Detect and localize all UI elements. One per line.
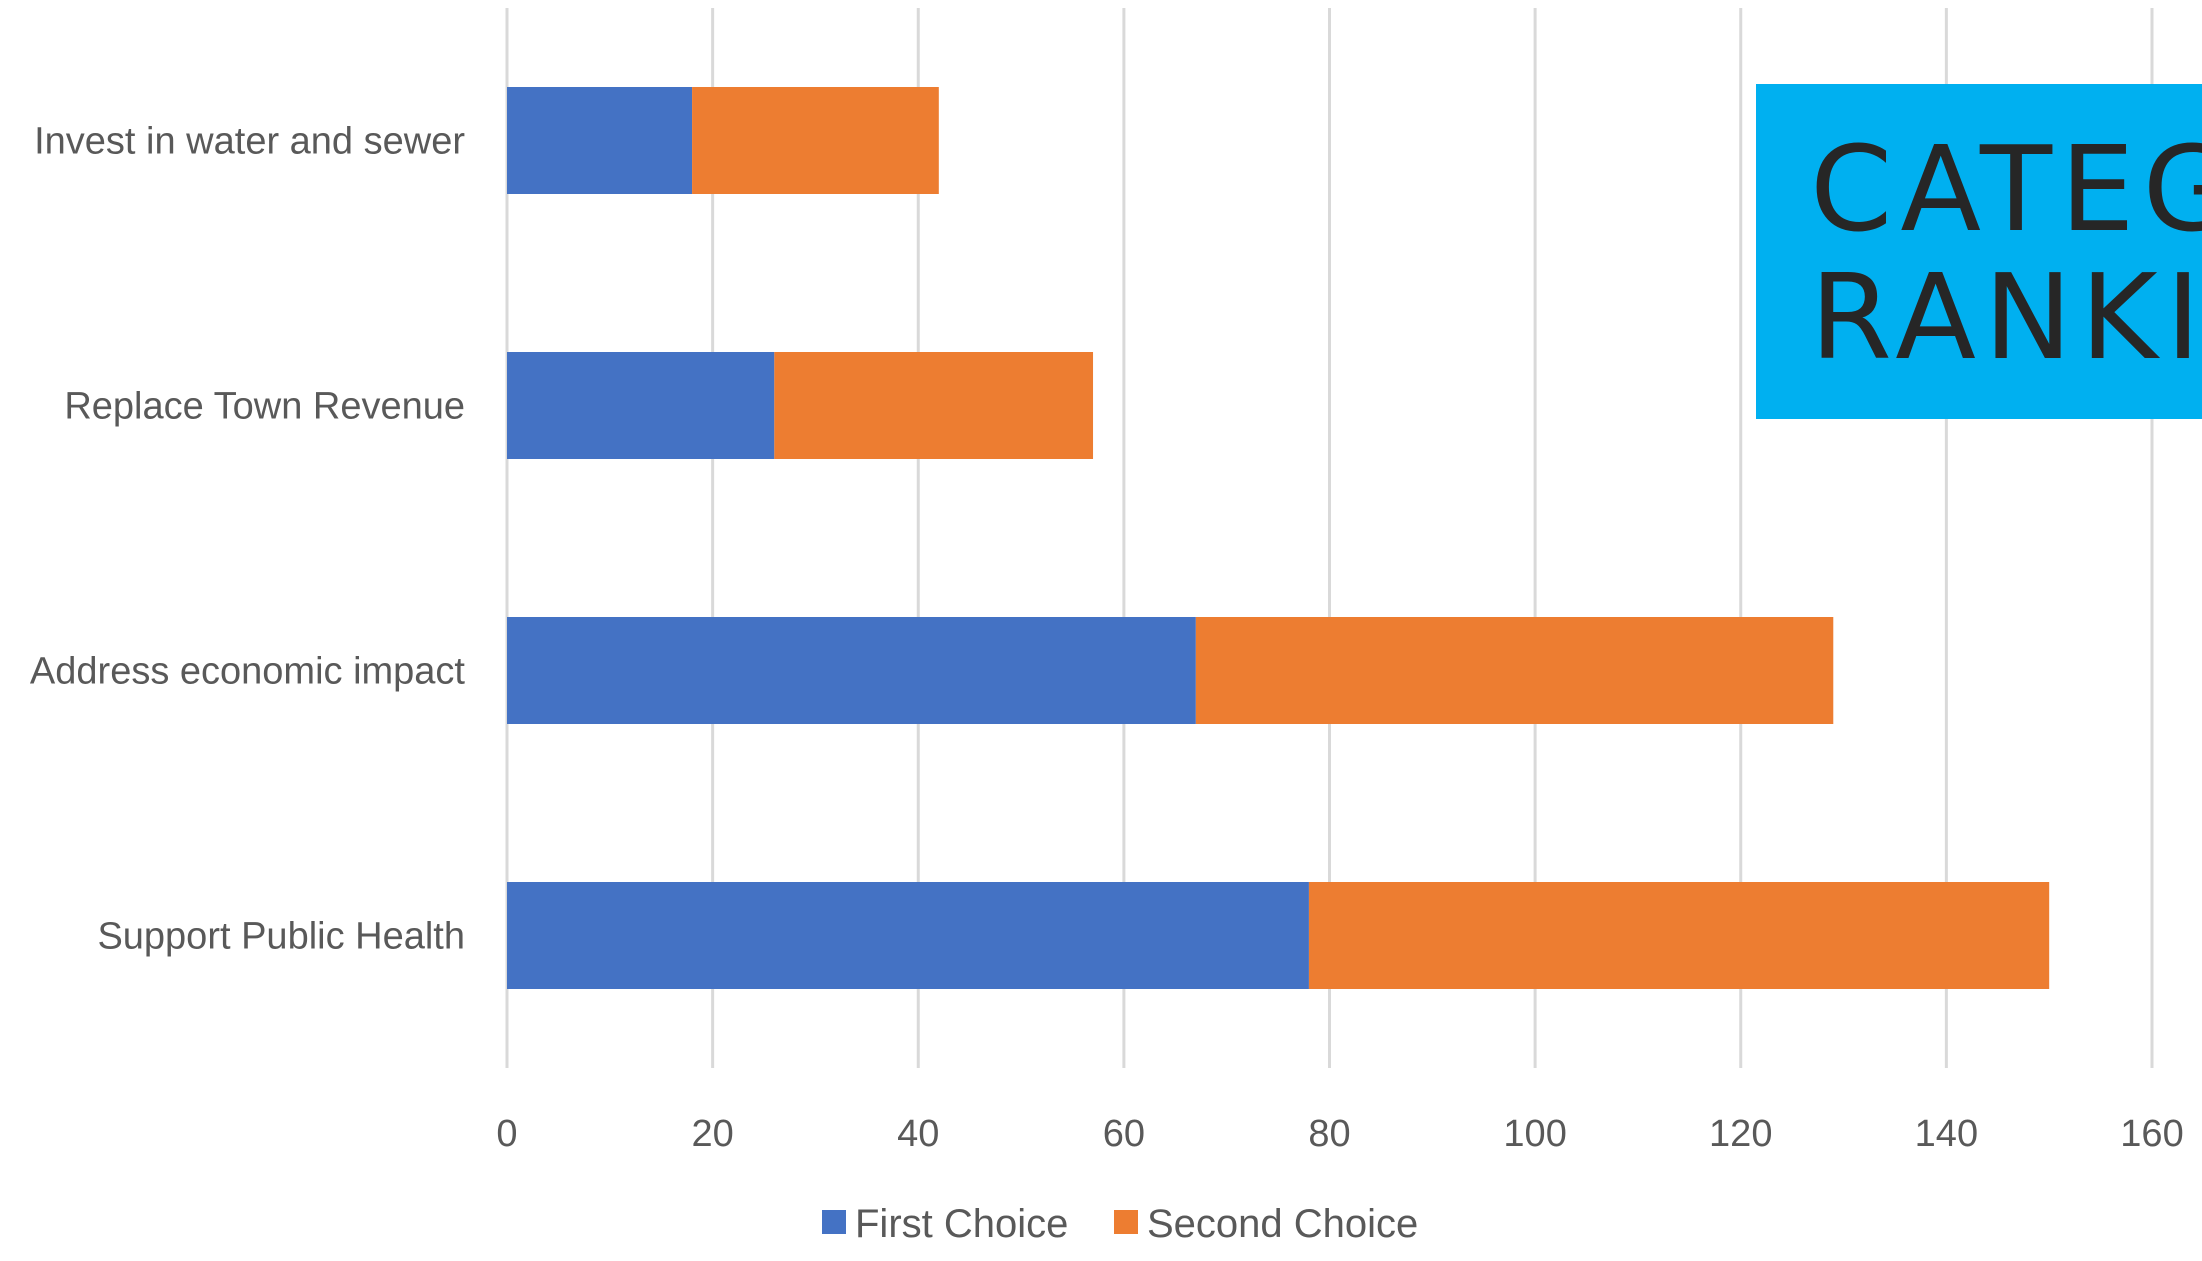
bar-first-choice — [507, 882, 1309, 989]
title-banner: CATEG RANKI — [1756, 84, 2202, 419]
bars — [507, 87, 2050, 989]
x-tick-label: 0 — [496, 1113, 517, 1155]
legend-label: First Choice — [855, 1202, 1068, 1246]
category-label: Support Public Health — [97, 916, 465, 958]
x-tick-label: 60 — [1103, 1113, 1145, 1155]
x-tick-label: 120 — [1709, 1113, 1772, 1155]
x-tick-label: 20 — [691, 1113, 733, 1155]
legend-swatch — [1114, 1210, 1138, 1234]
x-tick-label: 160 — [2120, 1113, 2183, 1155]
bar-first-choice — [507, 352, 775, 459]
title-line-2: RANKI — [1810, 248, 2202, 386]
category-label: Replace Town Revenue — [64, 386, 465, 428]
bar-first-choice — [507, 617, 1196, 724]
x-tick-label: 80 — [1308, 1113, 1350, 1155]
title-line-1: CATEG — [1810, 120, 2202, 258]
x-tick-label: 100 — [1503, 1113, 1566, 1155]
bar-first-choice — [507, 87, 693, 194]
bar-second-choice — [1308, 882, 2050, 989]
x-tick-label: 40 — [897, 1113, 939, 1155]
legend-swatch — [822, 1210, 846, 1234]
x-tick-labels: 0 20 40 60 80 100 120 140 160 — [496, 1113, 2183, 1155]
x-tick-label: 140 — [1915, 1113, 1978, 1155]
category-label: Invest in water and sewer — [34, 121, 465, 163]
legend-label: Second Choice — [1147, 1202, 1418, 1246]
category-label: Address economic impact — [30, 651, 466, 693]
bar-second-choice — [692, 87, 939, 194]
bar-second-choice — [774, 352, 1094, 459]
bar-second-choice — [1195, 617, 1834, 724]
legend: First Choice Second Choice — [822, 1202, 1418, 1246]
category-labels: Support Public Health Address economic im… — [30, 121, 466, 958]
